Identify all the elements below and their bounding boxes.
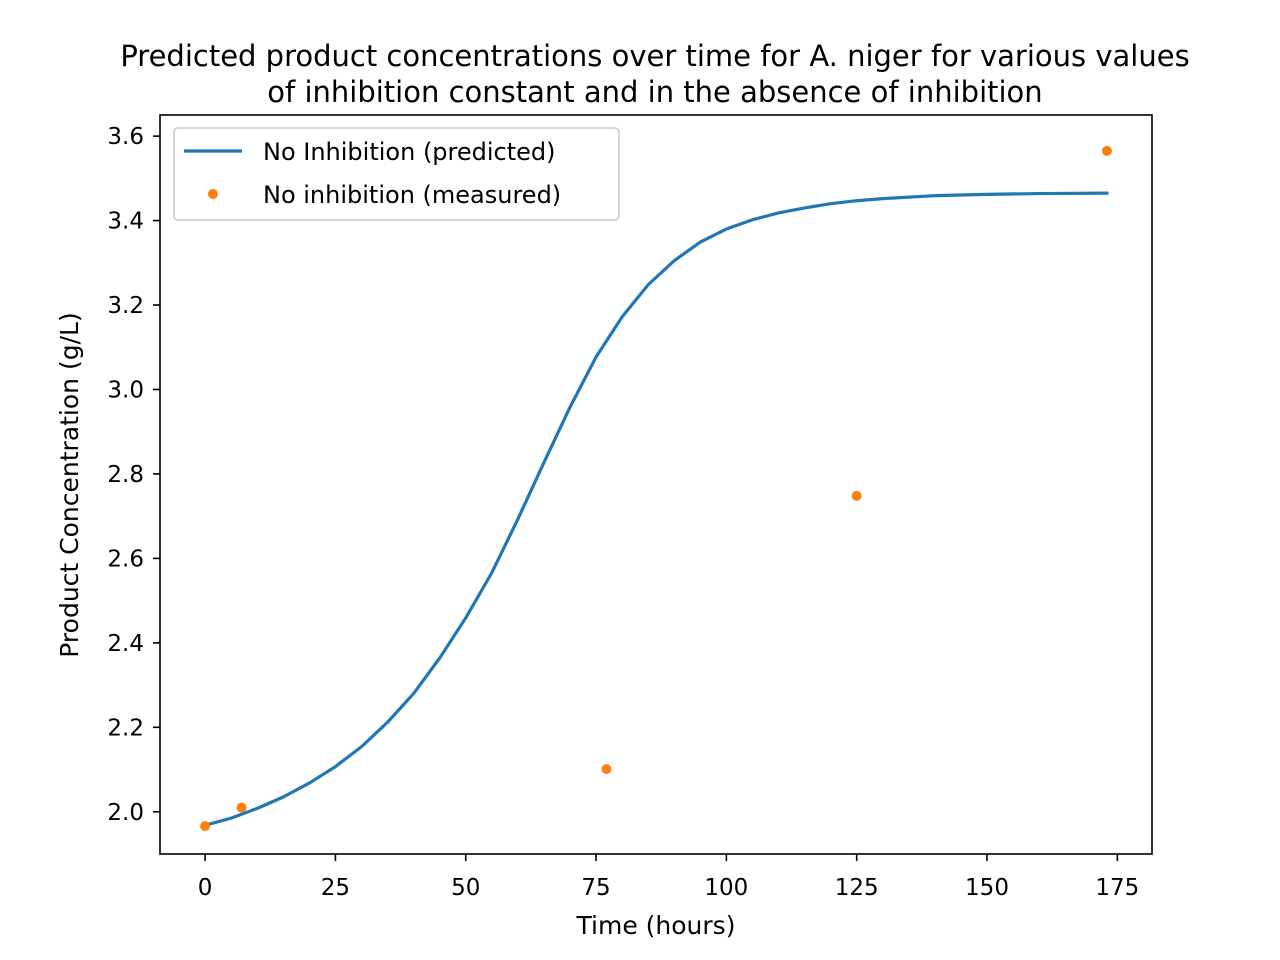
series-layer — [200, 145, 1112, 832]
y-tick-label: 2.2 — [107, 715, 144, 741]
legend-label-predicted: No Inhibition (predicted) — [263, 138, 556, 166]
y-axis-ticks: 2.0 2.2 2.4 2.6 2.8 3.0 3.2 3.4 3.6 — [107, 124, 160, 826]
x-axis-ticks: 0 25 50 75 100 125 150 175 — [198, 854, 1139, 901]
data-point-measured — [236, 802, 247, 813]
x-tick-label: 0 — [198, 875, 213, 901]
chart-title-line-2: of inhibition constant and in the absenc… — [267, 75, 1042, 109]
y-tick-label: 3.4 — [107, 209, 144, 235]
legend-label-measured: No inhibition (measured) — [263, 181, 561, 209]
data-point-measured — [601, 764, 612, 775]
x-tick-label: 75 — [581, 875, 610, 901]
x-axis-label: Time (hours) — [576, 911, 736, 940]
legend: No Inhibition (predicted) No inhibition … — [173, 127, 620, 221]
y-tick-label: 3.2 — [107, 293, 144, 319]
y-tick-label: 3.0 — [107, 377, 144, 403]
plot-frame — [159, 114, 1153, 855]
data-point-measured — [200, 821, 211, 832]
x-tick-label: 25 — [321, 875, 350, 901]
y-axis-label: Product Concentration (g/L) — [55, 312, 84, 657]
x-tick-label: 150 — [965, 875, 1009, 901]
y-tick-label: 3.6 — [107, 124, 144, 150]
x-tick-label: 50 — [451, 875, 480, 901]
data-point-measured — [851, 490, 862, 501]
y-tick-label: 2.8 — [107, 462, 144, 488]
legend-swatch-measured — [208, 189, 218, 199]
x-tick-label: 125 — [835, 875, 879, 901]
y-tick-label: 2.6 — [107, 546, 144, 572]
x-tick-label: 100 — [704, 875, 748, 901]
y-tick-label: 2.0 — [107, 800, 144, 826]
data-point-measured — [1101, 145, 1112, 156]
y-tick-label: 2.4 — [107, 631, 144, 657]
series-line-predicted — [203, 191, 1109, 828]
chart-title-line-1: Predicted product concentrations over ti… — [120, 39, 1189, 73]
legend-box — [173, 127, 620, 221]
x-tick-label: 175 — [1095, 875, 1139, 901]
